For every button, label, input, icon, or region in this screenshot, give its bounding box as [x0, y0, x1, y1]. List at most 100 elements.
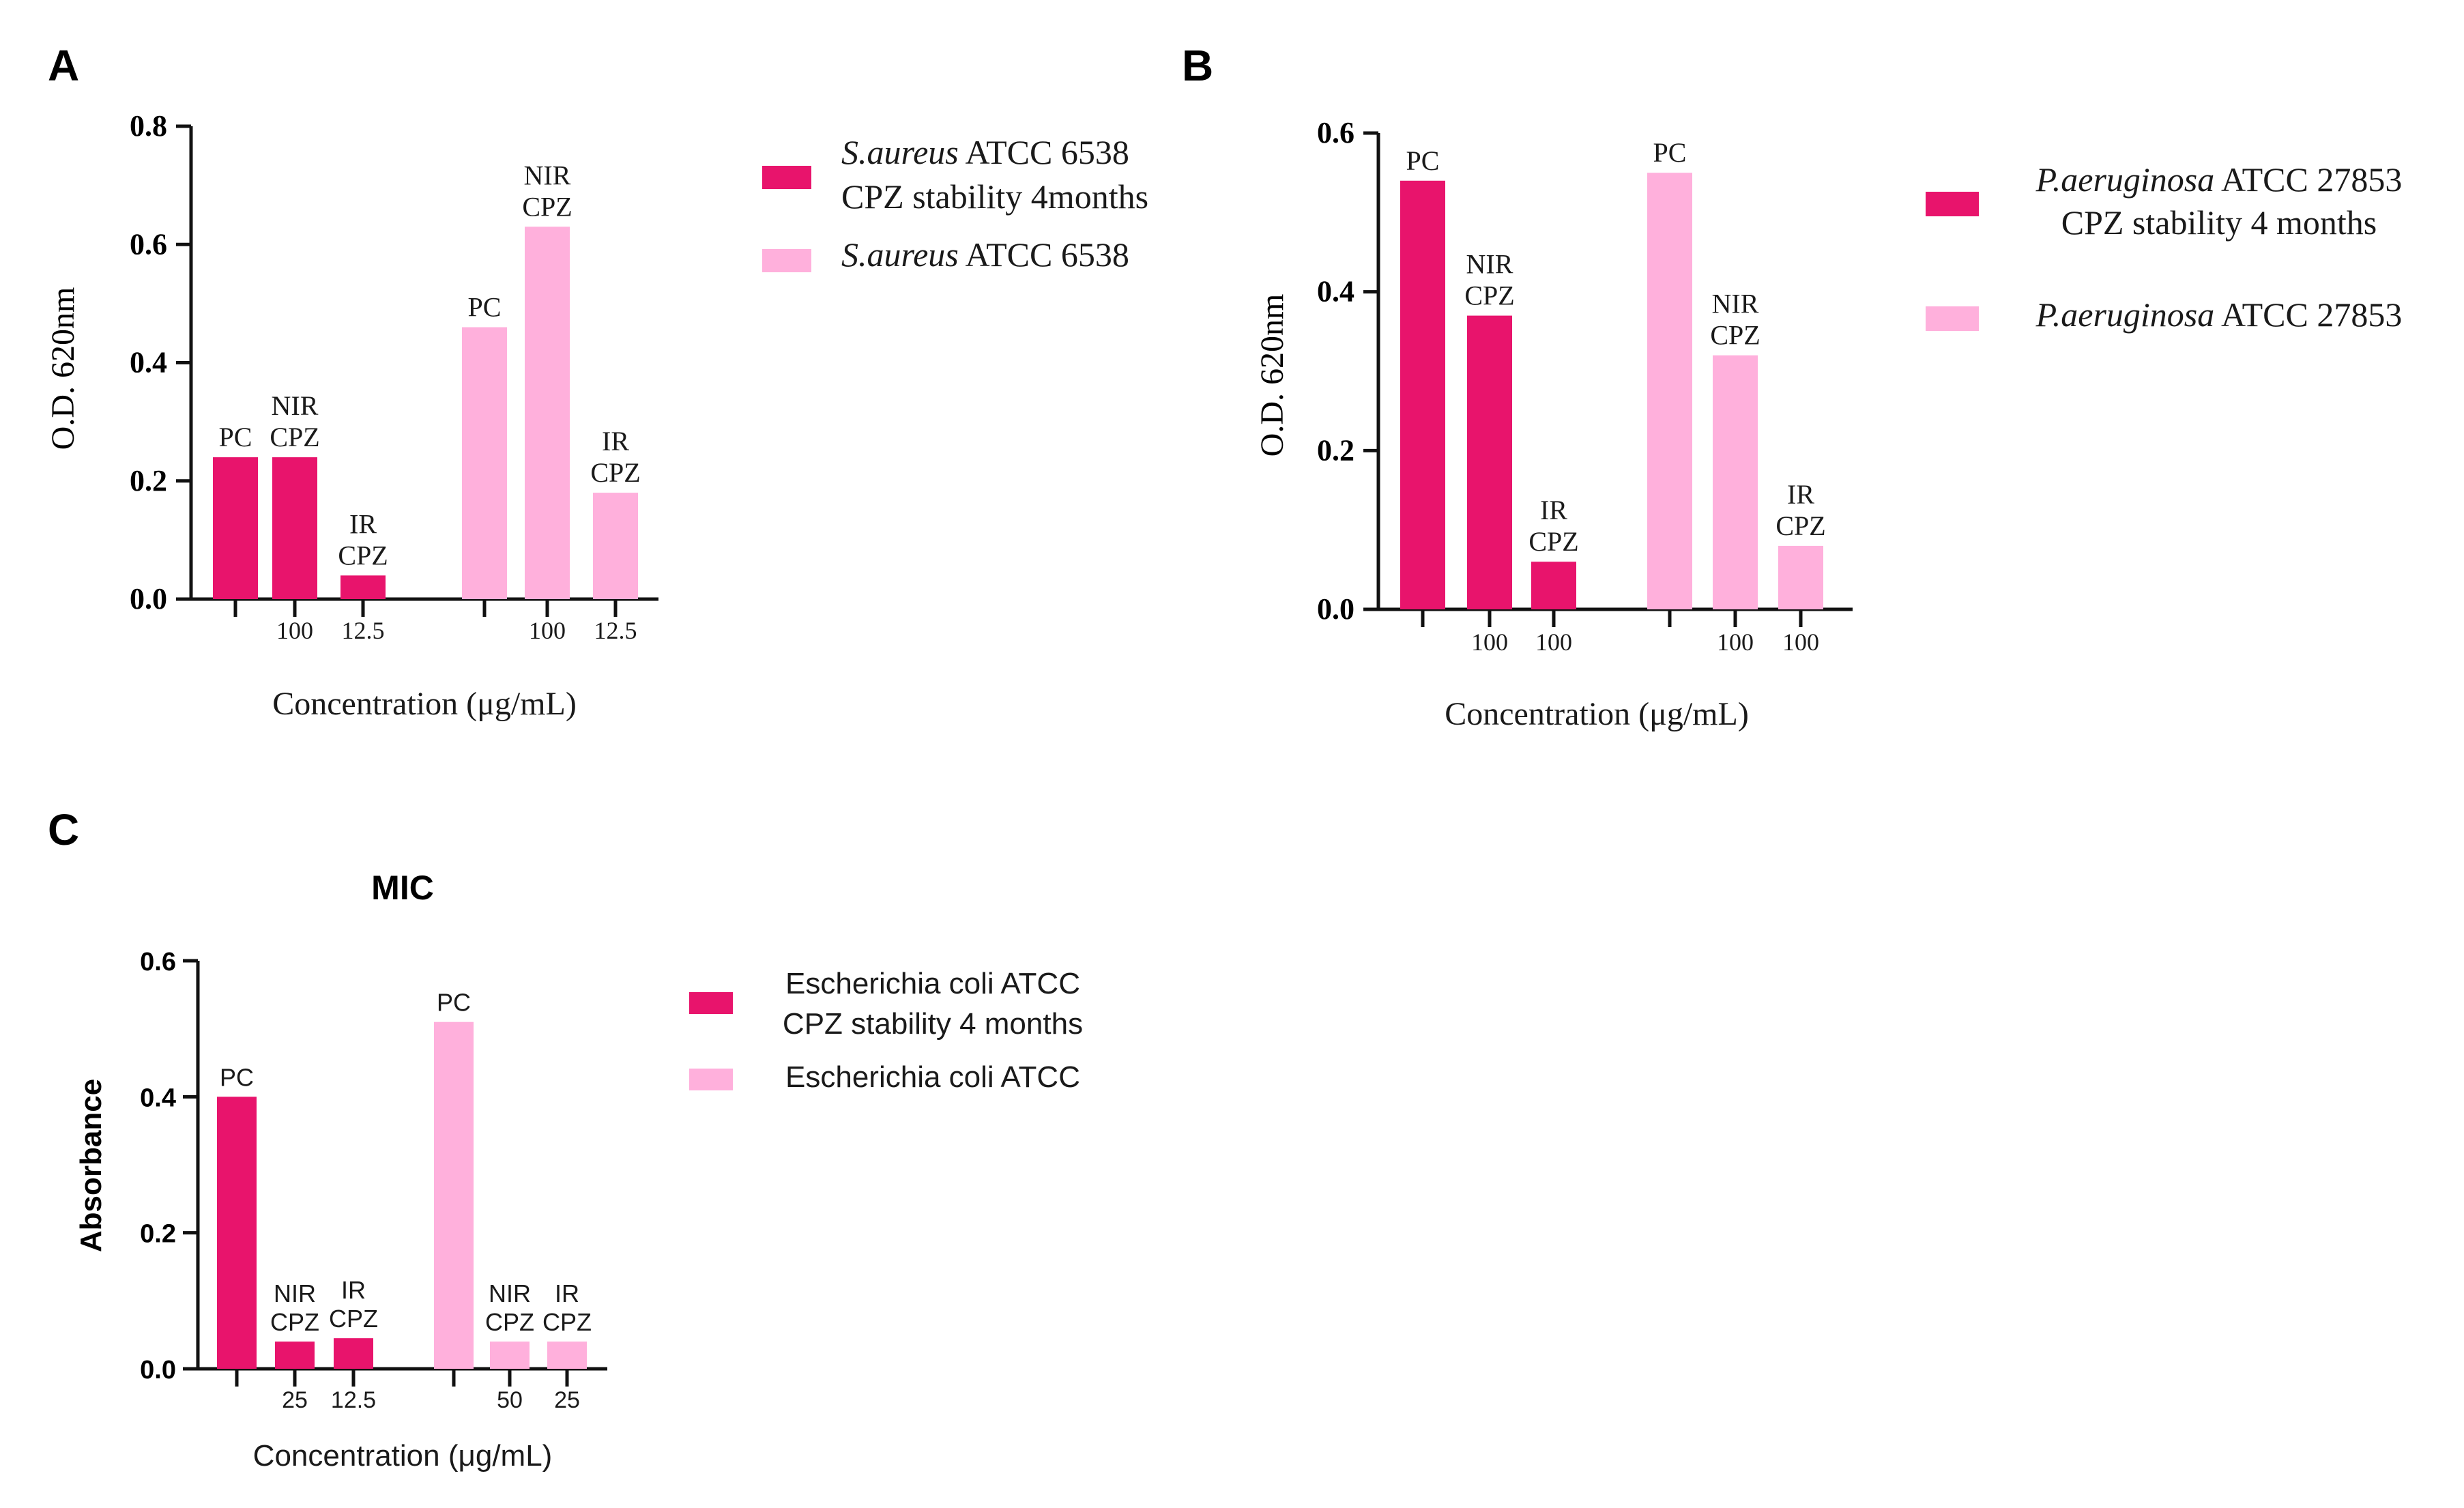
- legend-entry-text: P.aeruginosa ATCC 27853: [2035, 160, 2403, 199]
- bar-data-label: NIR: [524, 160, 571, 190]
- bar-data-label: IR: [349, 508, 377, 539]
- bar-data-label: NIR: [489, 1279, 531, 1307]
- bar-data-label: NIR: [274, 1279, 316, 1307]
- bar-data-label: CPZ: [485, 1308, 534, 1336]
- bar: [1400, 180, 1445, 609]
- x-tick-label: 12.5: [331, 1387, 376, 1413]
- legend-swatch: [762, 249, 811, 272]
- y-tick-label: 0.4: [1317, 275, 1354, 308]
- bar: [334, 1338, 373, 1369]
- y-tick-label: 0.4: [140, 1084, 176, 1112]
- legend-entry-text: CPZ stability 4 months: [783, 1007, 1083, 1041]
- legend-entry-text: S.aureus ATCC 6538: [841, 235, 1129, 274]
- legend-swatch: [689, 992, 733, 1014]
- legend-entry-label: ATCC 6538: [959, 235, 1129, 274]
- bar: [340, 575, 386, 599]
- y-tick-label: 0.6: [140, 948, 176, 976]
- bar: [1647, 173, 1692, 609]
- panel-B: B0.00.20.40.6PCNIRCPZ100IRCPZ100PCNIRCPZ…: [1182, 41, 2402, 732]
- bar: [547, 1342, 587, 1369]
- legend-entry-text: S.aureus ATCC 6538: [841, 133, 1129, 171]
- legend-species-name: P.aeruginosa: [2035, 160, 2215, 199]
- y-tick-label: 0.8: [130, 109, 167, 143]
- panel-A: A0.00.20.40.60.8PCNIRCPZ100IRCPZ12.5PCNI…: [45, 41, 1148, 722]
- bar-data-label: PC: [437, 989, 471, 1017]
- bar: [462, 327, 507, 599]
- bar-data-label: IR: [341, 1276, 366, 1304]
- y-tick-label: 0.2: [130, 464, 167, 497]
- x-tick-label: 12.5: [342, 617, 385, 644]
- bar-data-label: IR: [1787, 479, 1814, 510]
- y-tick-label: 0.0: [1317, 592, 1354, 626]
- bar: [593, 493, 638, 599]
- legend-swatch: [689, 1069, 733, 1090]
- bar: [213, 457, 258, 599]
- bar-data-label: PC: [1406, 145, 1440, 176]
- bar: [490, 1342, 530, 1369]
- legend-entry-label: ATCC 27853: [2214, 295, 2402, 334]
- legend-entry-label: ATCC 27853: [2214, 160, 2402, 199]
- legend-swatch: [1926, 192, 1979, 216]
- bar-data-label: CPZ: [270, 422, 319, 452]
- bar: [1713, 355, 1758, 609]
- bar-data-label: CPZ: [542, 1308, 592, 1336]
- legend-entry-text: CPZ stability 4months: [841, 177, 1148, 216]
- bar: [1778, 545, 1823, 609]
- bar: [525, 227, 570, 599]
- x-tick-label: 100: [1782, 628, 1819, 656]
- chart-title: MIC: [371, 869, 434, 907]
- legend-entry-text: Escherichia coli ATCC: [785, 1060, 1080, 1094]
- y-tick-label: 0.2: [1317, 433, 1354, 467]
- bar-data-label: CPZ: [1775, 510, 1825, 541]
- panel-label: A: [48, 41, 79, 90]
- x-tick-label: 100: [1535, 628, 1572, 656]
- bar-data-label: PC: [468, 292, 502, 323]
- legend-entry-label: ATCC 6538: [959, 133, 1129, 171]
- bar-data-label: PC: [219, 422, 252, 452]
- legend-entry-text: P.aeruginosa ATCC 27853: [2035, 295, 2403, 334]
- panel-label: C: [48, 805, 79, 854]
- legend-species-name: S.aureus: [841, 133, 959, 171]
- legend: Escherichia coli ATCC CPZ stability 4 mon…: [689, 967, 1083, 1094]
- bar-data-label: CPZ: [522, 191, 572, 222]
- legend-entry-label: Escherichia coli ATCC: [785, 1060, 1080, 1094]
- x-tick-label: 25: [554, 1387, 580, 1413]
- legend-entry-label: Escherichia coli ATCC: [785, 967, 1080, 1000]
- legend-species-name: P.aeruginosa: [2035, 295, 2215, 334]
- x-tick-label: 100: [276, 617, 313, 644]
- y-tick-label: 0.6: [1317, 116, 1354, 149]
- panel-label: B: [1182, 41, 1213, 90]
- x-tick-label: 100: [529, 617, 566, 644]
- y-tick-label: 0.4: [130, 346, 167, 379]
- bar-data-label: NIR: [1466, 249, 1513, 280]
- bar-data-label: IR: [602, 426, 629, 456]
- bar-data-label: NIR: [1712, 289, 1759, 319]
- bar: [275, 1342, 315, 1369]
- x-tick-label: 50: [497, 1387, 523, 1413]
- legend-entry-text: CPZ stability 4 months: [2061, 203, 2377, 242]
- legend-entry-label: CPZ stability 4 months: [2061, 203, 2377, 242]
- bar-data-label: IR: [1540, 495, 1567, 525]
- bar: [217, 1097, 257, 1369]
- bar-data-label: CPZ: [270, 1308, 319, 1336]
- y-axis-label: Absorbance: [74, 1079, 108, 1252]
- x-axis-label: Concentration (μg/mL): [272, 686, 577, 722]
- y-tick-label: 0.0: [140, 1356, 176, 1384]
- bar-data-label: CPZ: [338, 540, 388, 570]
- legend: P.aeruginosa ATCC 27853 CPZ stability 4 m…: [1926, 160, 2402, 334]
- bar-data-label: PC: [1653, 137, 1687, 168]
- bar-data-label: CPZ: [590, 457, 640, 488]
- panel-C: CMIC0.00.20.40.6PCNIRCPZ25IRCPZ12.5PCNIR…: [48, 805, 1083, 1473]
- legend-species-name: S.aureus: [841, 235, 959, 274]
- x-tick-label: 25: [282, 1387, 308, 1413]
- bar-data-label: IR: [555, 1279, 579, 1307]
- bar: [1467, 315, 1512, 609]
- x-tick-label: 12.5: [594, 617, 637, 644]
- y-tick-label: 0.6: [130, 227, 167, 261]
- bar-data-label: NIR: [272, 390, 319, 421]
- bar: [272, 457, 317, 599]
- bar-data-label: CPZ: [329, 1305, 378, 1333]
- y-axis-label: O.D. 620nm: [45, 287, 81, 450]
- legend-swatch: [1926, 306, 1979, 331]
